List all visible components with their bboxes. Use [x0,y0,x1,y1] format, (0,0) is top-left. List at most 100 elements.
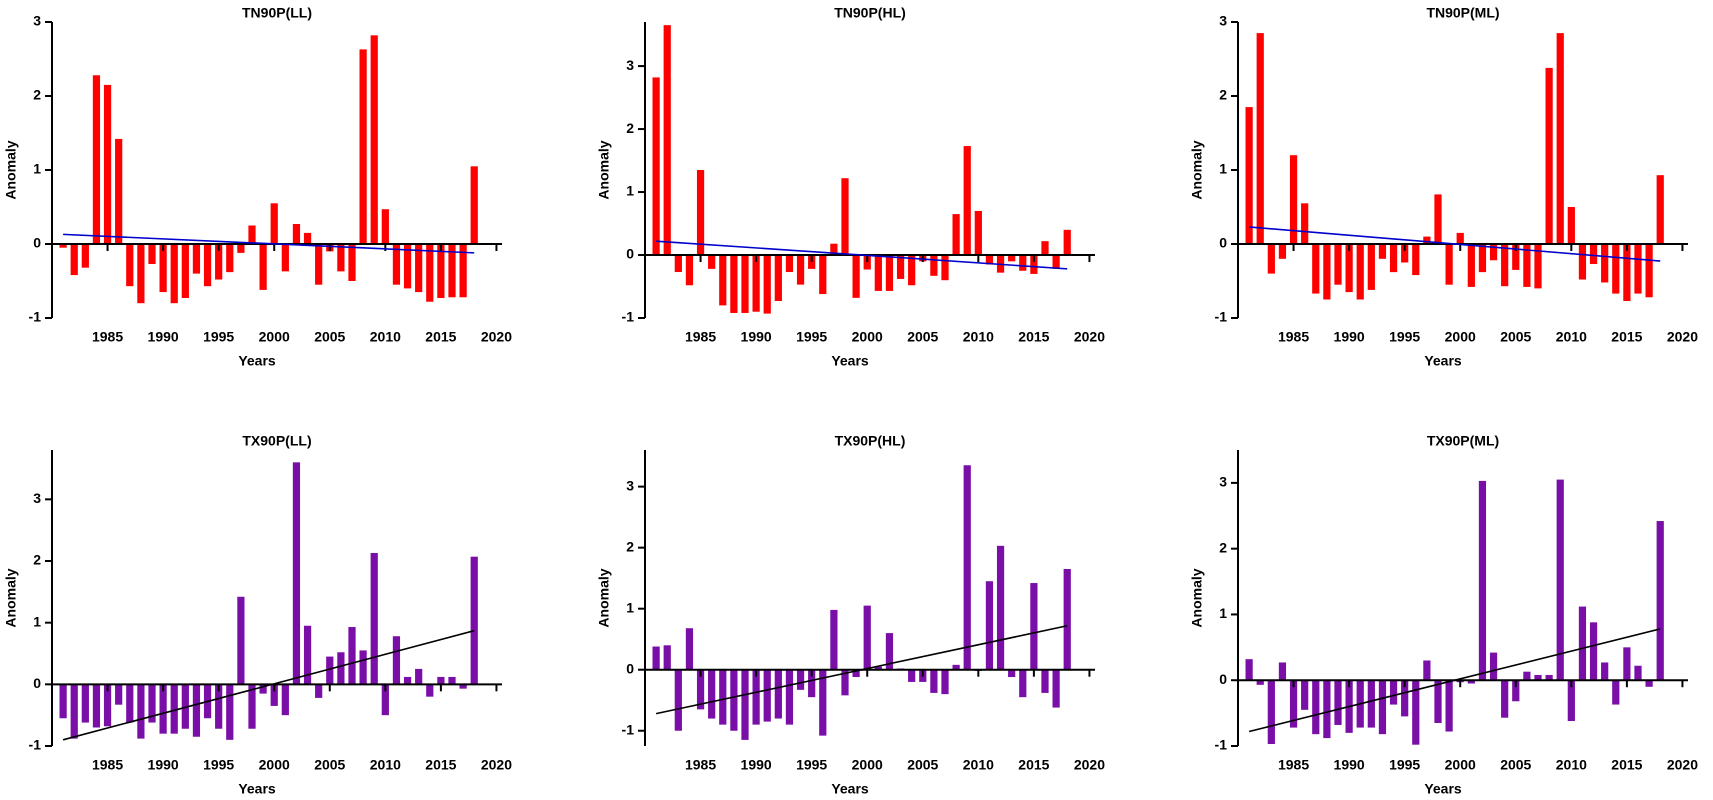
x-tick-label: 2005 [907,757,938,773]
bar [1589,622,1598,681]
bar [359,650,367,685]
bar [1445,244,1453,285]
bar [459,684,467,689]
y-tick-label: 3 [1219,13,1227,29]
bar [1256,680,1264,685]
chart-title: TN90P(ML) [1426,5,1499,21]
bar [115,138,123,244]
x-tick-label: 2010 [1556,329,1587,345]
x-tick-label: 1985 [685,757,716,773]
bar [259,244,267,290]
x-tick-label: 2015 [425,329,456,345]
bar [1545,674,1553,681]
bar [1334,244,1342,285]
bar [437,244,445,299]
bar [103,84,112,245]
x-axis-label: Years [831,353,869,369]
x-tick-label: 2000 [1445,757,1476,773]
y-axis-label: Anomaly [1189,568,1205,627]
bar [1356,244,1364,300]
trend-line [1249,226,1661,262]
bar [941,255,949,281]
bar [1423,660,1431,681]
bar [985,255,994,265]
bar [885,633,894,670]
x-tick-label: 2000 [259,329,290,345]
bar [996,545,1005,670]
y-tick-label: 1 [626,183,634,199]
bar [1634,665,1642,681]
bar [1445,680,1453,732]
bar [963,146,971,256]
trend-line [1248,628,1661,733]
bar [1256,33,1264,244]
y-tick-label: 0 [33,675,41,691]
bar [115,684,123,705]
bar [1467,680,1475,684]
y-tick-label: 1 [33,161,41,177]
chart-title: TX90P(ML) [1427,433,1499,449]
bar [170,684,178,734]
x-tick-label: 2015 [1018,757,1049,773]
bar [708,669,716,719]
y-tick-label: 3 [626,57,634,73]
bar [741,669,749,740]
bar [1467,244,1475,287]
bar [763,669,771,722]
bar [203,244,212,287]
bar [259,684,267,694]
bar [1612,244,1620,294]
bar [92,684,101,728]
bar [70,244,78,276]
bar [952,214,960,256]
bar [281,684,289,716]
bar [248,684,256,729]
bar [974,210,982,256]
bar [663,645,671,670]
bar [696,170,705,256]
bar [1267,680,1275,745]
bar [1545,67,1553,244]
bar [730,255,738,313]
bar [448,676,456,685]
bar [126,244,134,287]
bar [1423,236,1431,244]
y-tick-label: -1 [29,309,42,325]
bar [381,209,389,244]
bar [1289,680,1298,728]
x-tick-label: 2020 [481,757,512,773]
x-axis-label: Years [238,353,276,369]
x-tick-label: 1995 [1389,757,1420,773]
y-axis-label: Anomaly [1189,140,1205,199]
bar [1378,244,1387,259]
y-tick-label: 3 [33,13,41,29]
bar [181,684,189,729]
x-tick-label: 1995 [203,757,234,773]
x-axis-label: Years [1424,781,1462,797]
bar [663,25,671,256]
bar [1008,669,1016,678]
y-tick-label: 0 [626,246,634,262]
x-tick-label: 2015 [1018,329,1049,345]
bar [81,684,89,723]
bar [841,669,849,696]
y-tick-label: -1 [1215,737,1228,753]
bar [70,684,78,739]
bar [92,75,101,244]
bar [752,255,760,312]
bar [1412,680,1420,745]
trend-line [62,629,475,741]
bar [1401,244,1409,263]
bar [1623,244,1631,301]
bar [1063,569,1071,670]
y-tick-label: -1 [622,721,635,737]
bar [1289,155,1298,244]
bar [874,255,882,291]
y-tick-label: 3 [33,490,41,506]
bar [1041,669,1049,693]
bar [415,244,423,293]
bar [1312,680,1320,735]
bar [774,669,782,719]
chart-title: TX90P(LL) [242,433,311,449]
